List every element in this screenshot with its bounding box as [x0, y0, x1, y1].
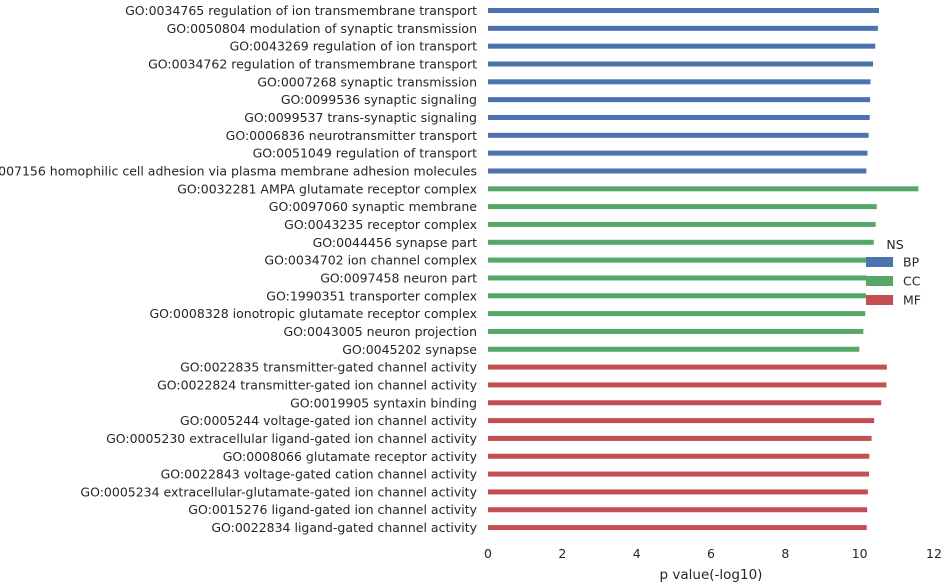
category-label: GO:0099537 trans-synaptic signaling — [244, 110, 477, 125]
category-label: GO:0005244 voltage-gated ion channel act… — [180, 413, 478, 428]
category-label: GO:0034762 regulation of transmembrane t… — [148, 56, 477, 71]
bar-28 — [488, 489, 868, 495]
category-label: GO:0045202 synapse — [342, 342, 477, 357]
bar-27 — [488, 471, 869, 477]
bar-7 — [488, 114, 870, 120]
bar-25 — [488, 435, 872, 441]
legend-swatch-mf — [866, 295, 893, 305]
category-label: GO:0015276 ligand-gated ion channel acti… — [188, 502, 477, 517]
category-label: GO:0008066 glutamate receptor activity — [223, 449, 478, 464]
bar-13 — [488, 221, 876, 227]
category-label: GO:0022834 ligand-gated channel activity — [211, 520, 477, 535]
bar-12 — [488, 204, 877, 210]
x-tick-label: 12 — [926, 546, 942, 561]
legend: NS BP CC MF — [866, 237, 921, 308]
category-label: GO:0005234 extracellular-glutamate-gated… — [80, 484, 477, 499]
legend-swatch-cc — [866, 276, 893, 286]
bar-18 — [488, 311, 866, 317]
category-label: GO:0005230 extracellular ligand-gated io… — [106, 431, 478, 446]
category-label: GO:1990351 transporter complex — [266, 288, 477, 303]
category-label: GO:0044456 synapse part — [313, 235, 477, 250]
bar-23 — [488, 400, 882, 406]
bar-15 — [488, 257, 869, 263]
bar-4 — [488, 61, 874, 67]
x-tick-label: 10 — [852, 546, 868, 561]
category-label: GO:0050804 modulation of synaptic transm… — [167, 21, 477, 36]
bar-21 — [488, 364, 887, 370]
bar-24 — [488, 418, 875, 424]
category-label: GO:0006836 neurotransmitter transport — [226, 128, 477, 143]
bar-19 — [488, 328, 864, 334]
legend-label-bp: BP — [903, 255, 920, 270]
bar-17 — [488, 293, 866, 299]
x-tick-label: 8 — [781, 546, 789, 561]
category-label: GO:0043269 regulation of ion transport — [230, 39, 478, 54]
legend-title: NS — [886, 237, 903, 252]
bars-group — [488, 8, 919, 531]
category-labels: GO:0034765 regulation of ion transmembra… — [0, 3, 478, 535]
bar-16 — [488, 275, 867, 281]
bar-6 — [488, 97, 871, 103]
x-tick-label: 2 — [558, 546, 566, 561]
bar-11 — [488, 186, 919, 192]
legend-label-mf: MF — [903, 293, 921, 308]
bar-1 — [488, 8, 879, 13]
category-label: GO:0022843 voltage-gated cation channel … — [161, 467, 478, 482]
category-label: GO:0051049 regulation of transport — [253, 146, 478, 161]
category-label: GO:0043005 neuron projection — [283, 324, 477, 339]
category-label: GO:0022824 transmitter-gated ion channel… — [157, 377, 478, 392]
category-label: GO:0019905 syntaxin binding — [290, 395, 477, 410]
category-label: GO:0097060 synaptic membrane — [269, 199, 478, 214]
category-label: GO:0099536 synaptic signaling — [281, 92, 477, 107]
legend-swatch-bp — [866, 257, 893, 267]
bar-8 — [488, 132, 869, 138]
bar-2 — [488, 25, 878, 31]
x-axis-title: p value(-log10) — [660, 567, 763, 583]
category-label: GO:0034702 ion channel complex — [264, 253, 477, 268]
category-label: GO:0007156 homophilic cell adhesion via … — [0, 163, 477, 178]
bar-14 — [488, 239, 874, 245]
bar-20 — [488, 346, 860, 352]
category-label: GO:0032281 AMPA glutamate receptor compl… — [177, 181, 477, 196]
bar-5 — [488, 79, 871, 85]
category-label: GO:0022835 transmitter-gated channel act… — [180, 360, 477, 375]
bar-30 — [488, 525, 867, 531]
category-label: GO:0097458 neuron part — [320, 270, 477, 285]
bar-29 — [488, 507, 868, 513]
bar-22 — [488, 382, 887, 388]
bar-9 — [488, 150, 868, 156]
x-tick-label: 0 — [484, 546, 492, 561]
category-label: GO:0034765 regulation of ion transmembra… — [125, 3, 477, 18]
bar-26 — [488, 453, 870, 459]
bar-3 — [488, 43, 876, 49]
category-label: GO:0008328 ionotropic glutamate receptor… — [150, 306, 478, 321]
category-label: GO:0043235 receptor complex — [284, 217, 477, 232]
bar-10 — [488, 168, 867, 174]
category-label: GO:0007268 synaptic transmission — [257, 74, 477, 89]
x-axis-ticks: 0 2 4 6 8 10 12 — [484, 546, 942, 561]
legend-label-cc: CC — [903, 274, 921, 289]
x-tick-label: 6 — [707, 546, 715, 561]
x-tick-label: 4 — [633, 546, 641, 561]
